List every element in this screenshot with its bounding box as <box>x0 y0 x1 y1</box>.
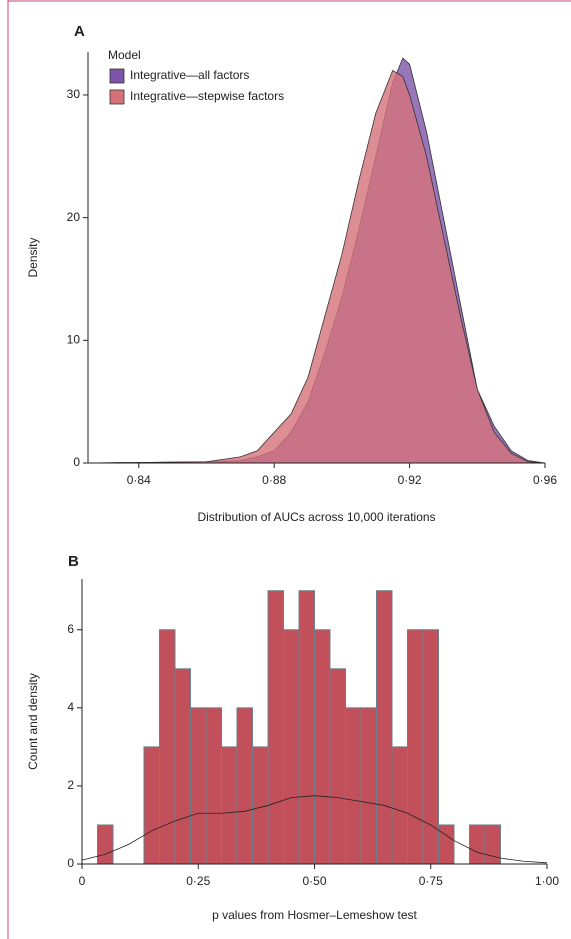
histogram-bar <box>174 668 191 865</box>
histogram-bar <box>407 629 424 865</box>
histogram-bar <box>189 707 207 865</box>
y-tick-label: 0 <box>73 455 80 469</box>
y-tick-label: 2 <box>67 778 74 792</box>
histogram-bar <box>143 746 161 865</box>
x-tick-label: 0·96 <box>533 473 557 487</box>
histogram-bar <box>282 629 300 865</box>
x-tick-label: 0·25 <box>186 874 210 888</box>
histogram-bar <box>298 590 316 865</box>
histogram-bar <box>236 707 254 865</box>
histogram-bar <box>484 824 502 865</box>
histogram-bar <box>391 746 409 865</box>
legend-title: Model <box>108 48 141 62</box>
histogram-bar <box>314 629 331 865</box>
x-axis-label: p values from Hosmer–Lemeshow test <box>212 908 417 922</box>
histogram-bar <box>96 824 114 865</box>
y-tick-label: 30 <box>67 87 81 101</box>
density-curve <box>81 795 548 864</box>
x-tick-label: 0·88 <box>262 473 286 487</box>
density-area <box>87 69 546 464</box>
y-tick-label: 6 <box>67 622 74 636</box>
histogram-bar <box>252 746 269 865</box>
panel-label: A <box>74 23 85 40</box>
histogram-bar <box>267 590 284 865</box>
x-tick-label: 0·84 <box>127 473 151 487</box>
histogram-bar <box>345 707 362 865</box>
x-axis-label: Distribution of AUCs across 10,000 itera… <box>197 510 435 524</box>
x-tick-label: 0·75 <box>419 874 443 888</box>
y-tick-label: 0 <box>67 856 74 870</box>
y-axis-label: Density <box>26 237 40 277</box>
histogram-bar <box>221 746 238 865</box>
histogram-bar <box>438 824 455 865</box>
histogram-bar <box>205 707 223 865</box>
histogram-bar <box>468 824 486 865</box>
histogram-bar <box>360 707 377 865</box>
x-tick-label: 0 <box>79 874 86 888</box>
x-tick-label: 1·00 <box>535 874 559 888</box>
histogram-bar <box>159 629 176 865</box>
histogram-bar <box>329 668 347 865</box>
legend-label: Integrative—all factors <box>130 68 249 82</box>
legend-label: Integrative—stepwise factors <box>130 89 284 103</box>
x-tick-label: 0·50 <box>302 874 326 888</box>
y-tick-label: 10 <box>67 332 81 346</box>
y-tick-label: 4 <box>67 700 74 714</box>
x-tick-label: 0·92 <box>398 473 422 487</box>
y-tick-label: 20 <box>67 210 81 224</box>
legend-swatch <box>109 68 125 84</box>
panel-label: B <box>68 553 79 570</box>
y-axis-label: Count and density <box>26 673 40 770</box>
histogram-bar <box>375 590 393 865</box>
legend-swatch <box>109 89 125 105</box>
